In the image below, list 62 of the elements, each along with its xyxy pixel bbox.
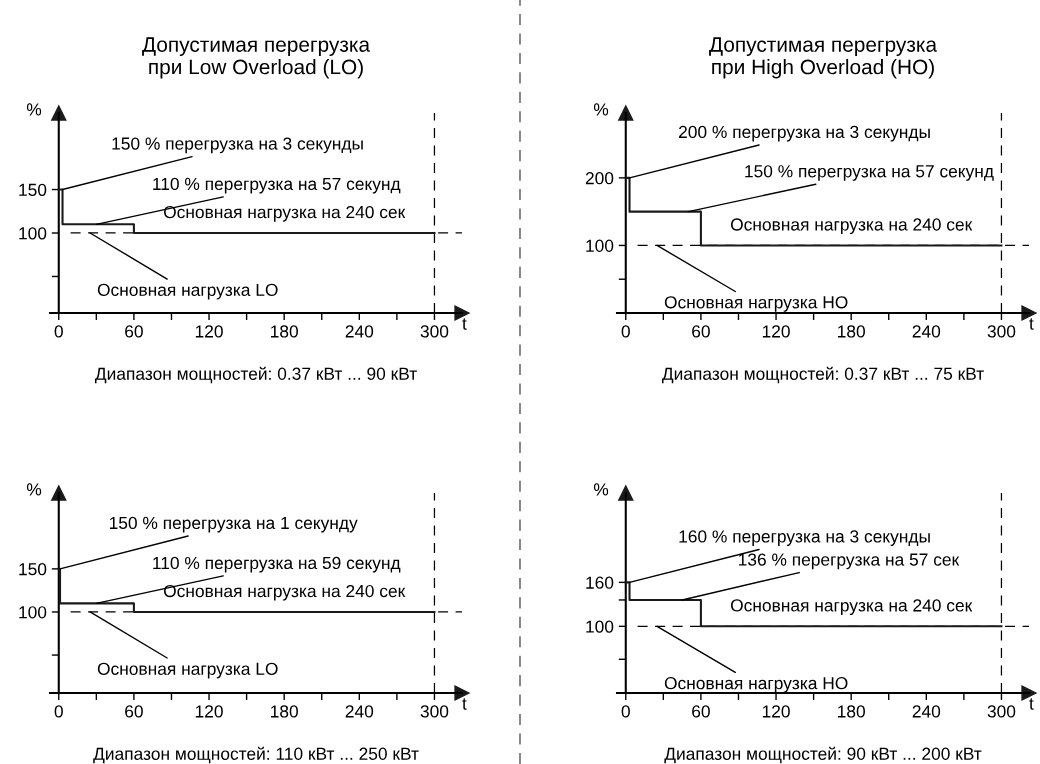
annotation: Основная нагрузка HO [664,296,848,312]
annotation: Основная нагрузка HO [664,677,848,693]
x-axis-title: t [462,318,467,330]
annotation: 110 % перегрузка на 59 секунд [153,556,401,573]
y-axis-title: % [26,483,42,496]
x-tick-label: 0 [54,325,63,338]
annotation: Основная нагрузка LO [97,662,278,679]
text: Диапазон мощностей: 110 кВт ... 250 кВт [93,746,419,764]
x-tick-label: 120 [195,705,223,718]
x-tick-label: 180 [271,325,298,338]
x-tick-label: 180 [838,325,865,338]
chart-title: Допустимая перегрузка при High Overload (HO) [709,37,938,79]
x-tick-label: 60 [125,705,143,718]
y-tick-label: 100 [19,227,47,240]
x-axis-title: t [462,698,467,710]
annotation: 150 % перегрузка на 3 секунды [112,137,363,154]
x-tick-label: 120 [762,325,790,338]
y-tick-label: 160 [586,576,614,589]
x-tick-label: 60 [125,325,143,338]
chart-title: Допустимая перегрузка при Low Overload (LO) [142,37,371,79]
x-tick-label: 180 [271,705,298,718]
annotation: 160 % перегрузка на 3 секунды [679,530,930,547]
x-tick-label: 0 [54,705,63,718]
x-tick-label: 300 [987,325,1016,338]
annotation: Основная нагрузка на 240 сек [163,584,406,601]
annotation: 136 % перегрузка на 57 сек [739,553,960,570]
x-tick-label: 300 [420,705,449,718]
annotation: Основная нагрузка на 240 сек [730,599,973,615]
text: Диапазон мощностей: 0.37 кВт ... 90 кВт [94,366,417,384]
x-tick-label: 240 [912,705,941,718]
x-tick-label: 300 [420,325,449,338]
y-tick-label: 150 [19,563,47,576]
annotation: Основная нагрузка на 240 сек [730,218,973,235]
x-tick-label: 60 [692,705,710,718]
x-axis-title: t [1029,698,1034,710]
y-tick-label: 150 [19,183,47,196]
annotation: 150 % перегрузка на 1 секунду [109,516,358,533]
x-tick-label: 180 [838,705,865,718]
y-tick-label: 200 [585,172,614,185]
x-tick-label: 300 [987,705,1016,718]
x-tick-label: 60 [692,325,710,338]
annotation: Основная нагрузка на 240 сек [163,205,406,222]
x-tick-label: 0 [621,705,630,718]
x-axis-title: t [1029,318,1034,330]
x-tick-label: 0 [621,325,630,338]
y-axis-title: % [593,103,609,116]
x-tick-label: 240 [912,325,941,338]
y-axis-title: % [26,103,42,116]
annotation: Основная нагрузка LO [97,283,278,300]
y-tick-label: 100 [19,606,47,619]
text: Диапазон мощностей: 90 кВт ... 200 кВт [664,746,982,764]
annotation: 110 % перегрузка на 57 секунд [153,177,401,194]
x-tick-label: 240 [345,325,374,338]
text: Диапазон мощностей: 0.37 кВт ... 75 кВт [661,366,984,384]
x-tick-label: 240 [345,705,374,718]
y-tick-label: 100 [586,620,614,633]
annotation: 200 % перегрузка на 3 секунды [679,125,930,142]
y-axis-title: % [593,483,609,496]
x-tick-label: 120 [195,325,223,338]
x-tick-label: 120 [762,705,790,718]
y-tick-label: 100 [586,239,614,252]
annotation: 150 % перегрузка на 57 секунд [745,165,994,181]
